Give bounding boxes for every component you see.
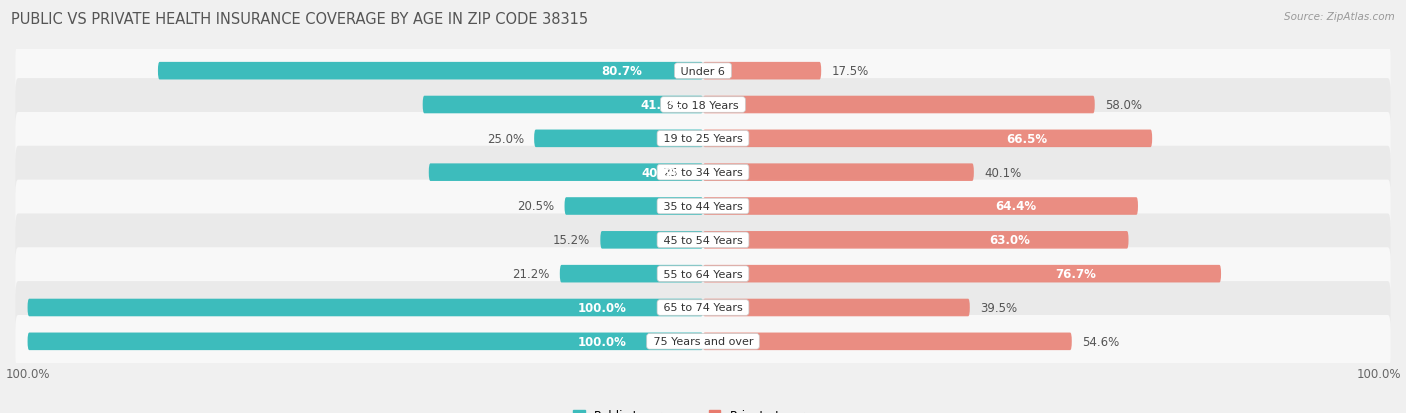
Text: 40.6%: 40.6% (641, 166, 682, 179)
FancyBboxPatch shape (28, 299, 703, 316)
FancyBboxPatch shape (15, 113, 1391, 166)
Text: 76.7%: 76.7% (1056, 268, 1097, 280)
FancyBboxPatch shape (703, 164, 974, 182)
FancyBboxPatch shape (15, 147, 1391, 200)
FancyBboxPatch shape (703, 97, 1095, 114)
Text: 21.2%: 21.2% (512, 268, 550, 280)
FancyBboxPatch shape (15, 180, 1391, 233)
Text: 25.0%: 25.0% (486, 133, 524, 145)
Text: 20.5%: 20.5% (517, 200, 554, 213)
Text: 25 to 34 Years: 25 to 34 Years (659, 168, 747, 178)
FancyBboxPatch shape (15, 45, 1391, 98)
Text: 55 to 64 Years: 55 to 64 Years (659, 269, 747, 279)
Legend: Public Insurance, Private Insurance: Public Insurance, Private Insurance (568, 404, 838, 413)
Text: 19 to 25 Years: 19 to 25 Years (659, 134, 747, 144)
FancyBboxPatch shape (703, 130, 1152, 148)
Text: 58.0%: 58.0% (1105, 99, 1142, 112)
FancyBboxPatch shape (703, 63, 821, 80)
Text: Source: ZipAtlas.com: Source: ZipAtlas.com (1284, 12, 1395, 22)
Text: 17.5%: 17.5% (831, 65, 869, 78)
Text: 45 to 54 Years: 45 to 54 Years (659, 235, 747, 245)
FancyBboxPatch shape (565, 198, 703, 215)
Text: PUBLIC VS PRIVATE HEALTH INSURANCE COVERAGE BY AGE IN ZIP CODE 38315: PUBLIC VS PRIVATE HEALTH INSURANCE COVER… (11, 12, 588, 27)
Text: 39.5%: 39.5% (980, 301, 1017, 314)
Text: 41.5%: 41.5% (641, 99, 682, 112)
FancyBboxPatch shape (15, 315, 1391, 368)
FancyBboxPatch shape (157, 63, 703, 80)
FancyBboxPatch shape (15, 248, 1391, 301)
Text: Under 6: Under 6 (678, 66, 728, 76)
FancyBboxPatch shape (703, 231, 1129, 249)
Text: 54.6%: 54.6% (1083, 335, 1119, 348)
Text: 66.5%: 66.5% (1005, 133, 1047, 145)
Text: 63.0%: 63.0% (988, 234, 1029, 247)
Text: 64.4%: 64.4% (995, 200, 1036, 213)
Text: 100.0%: 100.0% (578, 301, 626, 314)
Text: 65 to 74 Years: 65 to 74 Years (659, 303, 747, 313)
Text: 75 Years and over: 75 Years and over (650, 337, 756, 347)
FancyBboxPatch shape (423, 97, 703, 114)
FancyBboxPatch shape (600, 231, 703, 249)
Text: 15.2%: 15.2% (553, 234, 591, 247)
FancyBboxPatch shape (28, 333, 703, 350)
Text: 80.7%: 80.7% (600, 65, 641, 78)
FancyBboxPatch shape (15, 79, 1391, 132)
FancyBboxPatch shape (15, 281, 1391, 335)
Text: 40.1%: 40.1% (984, 166, 1021, 179)
FancyBboxPatch shape (703, 299, 970, 316)
FancyBboxPatch shape (703, 265, 1220, 283)
Text: 6 to 18 Years: 6 to 18 Years (664, 100, 742, 110)
FancyBboxPatch shape (429, 164, 703, 182)
Text: 100.0%: 100.0% (578, 335, 626, 348)
Text: 35 to 44 Years: 35 to 44 Years (659, 202, 747, 211)
FancyBboxPatch shape (703, 333, 1071, 350)
FancyBboxPatch shape (15, 214, 1391, 267)
FancyBboxPatch shape (560, 265, 703, 283)
FancyBboxPatch shape (703, 198, 1137, 215)
FancyBboxPatch shape (534, 130, 703, 148)
